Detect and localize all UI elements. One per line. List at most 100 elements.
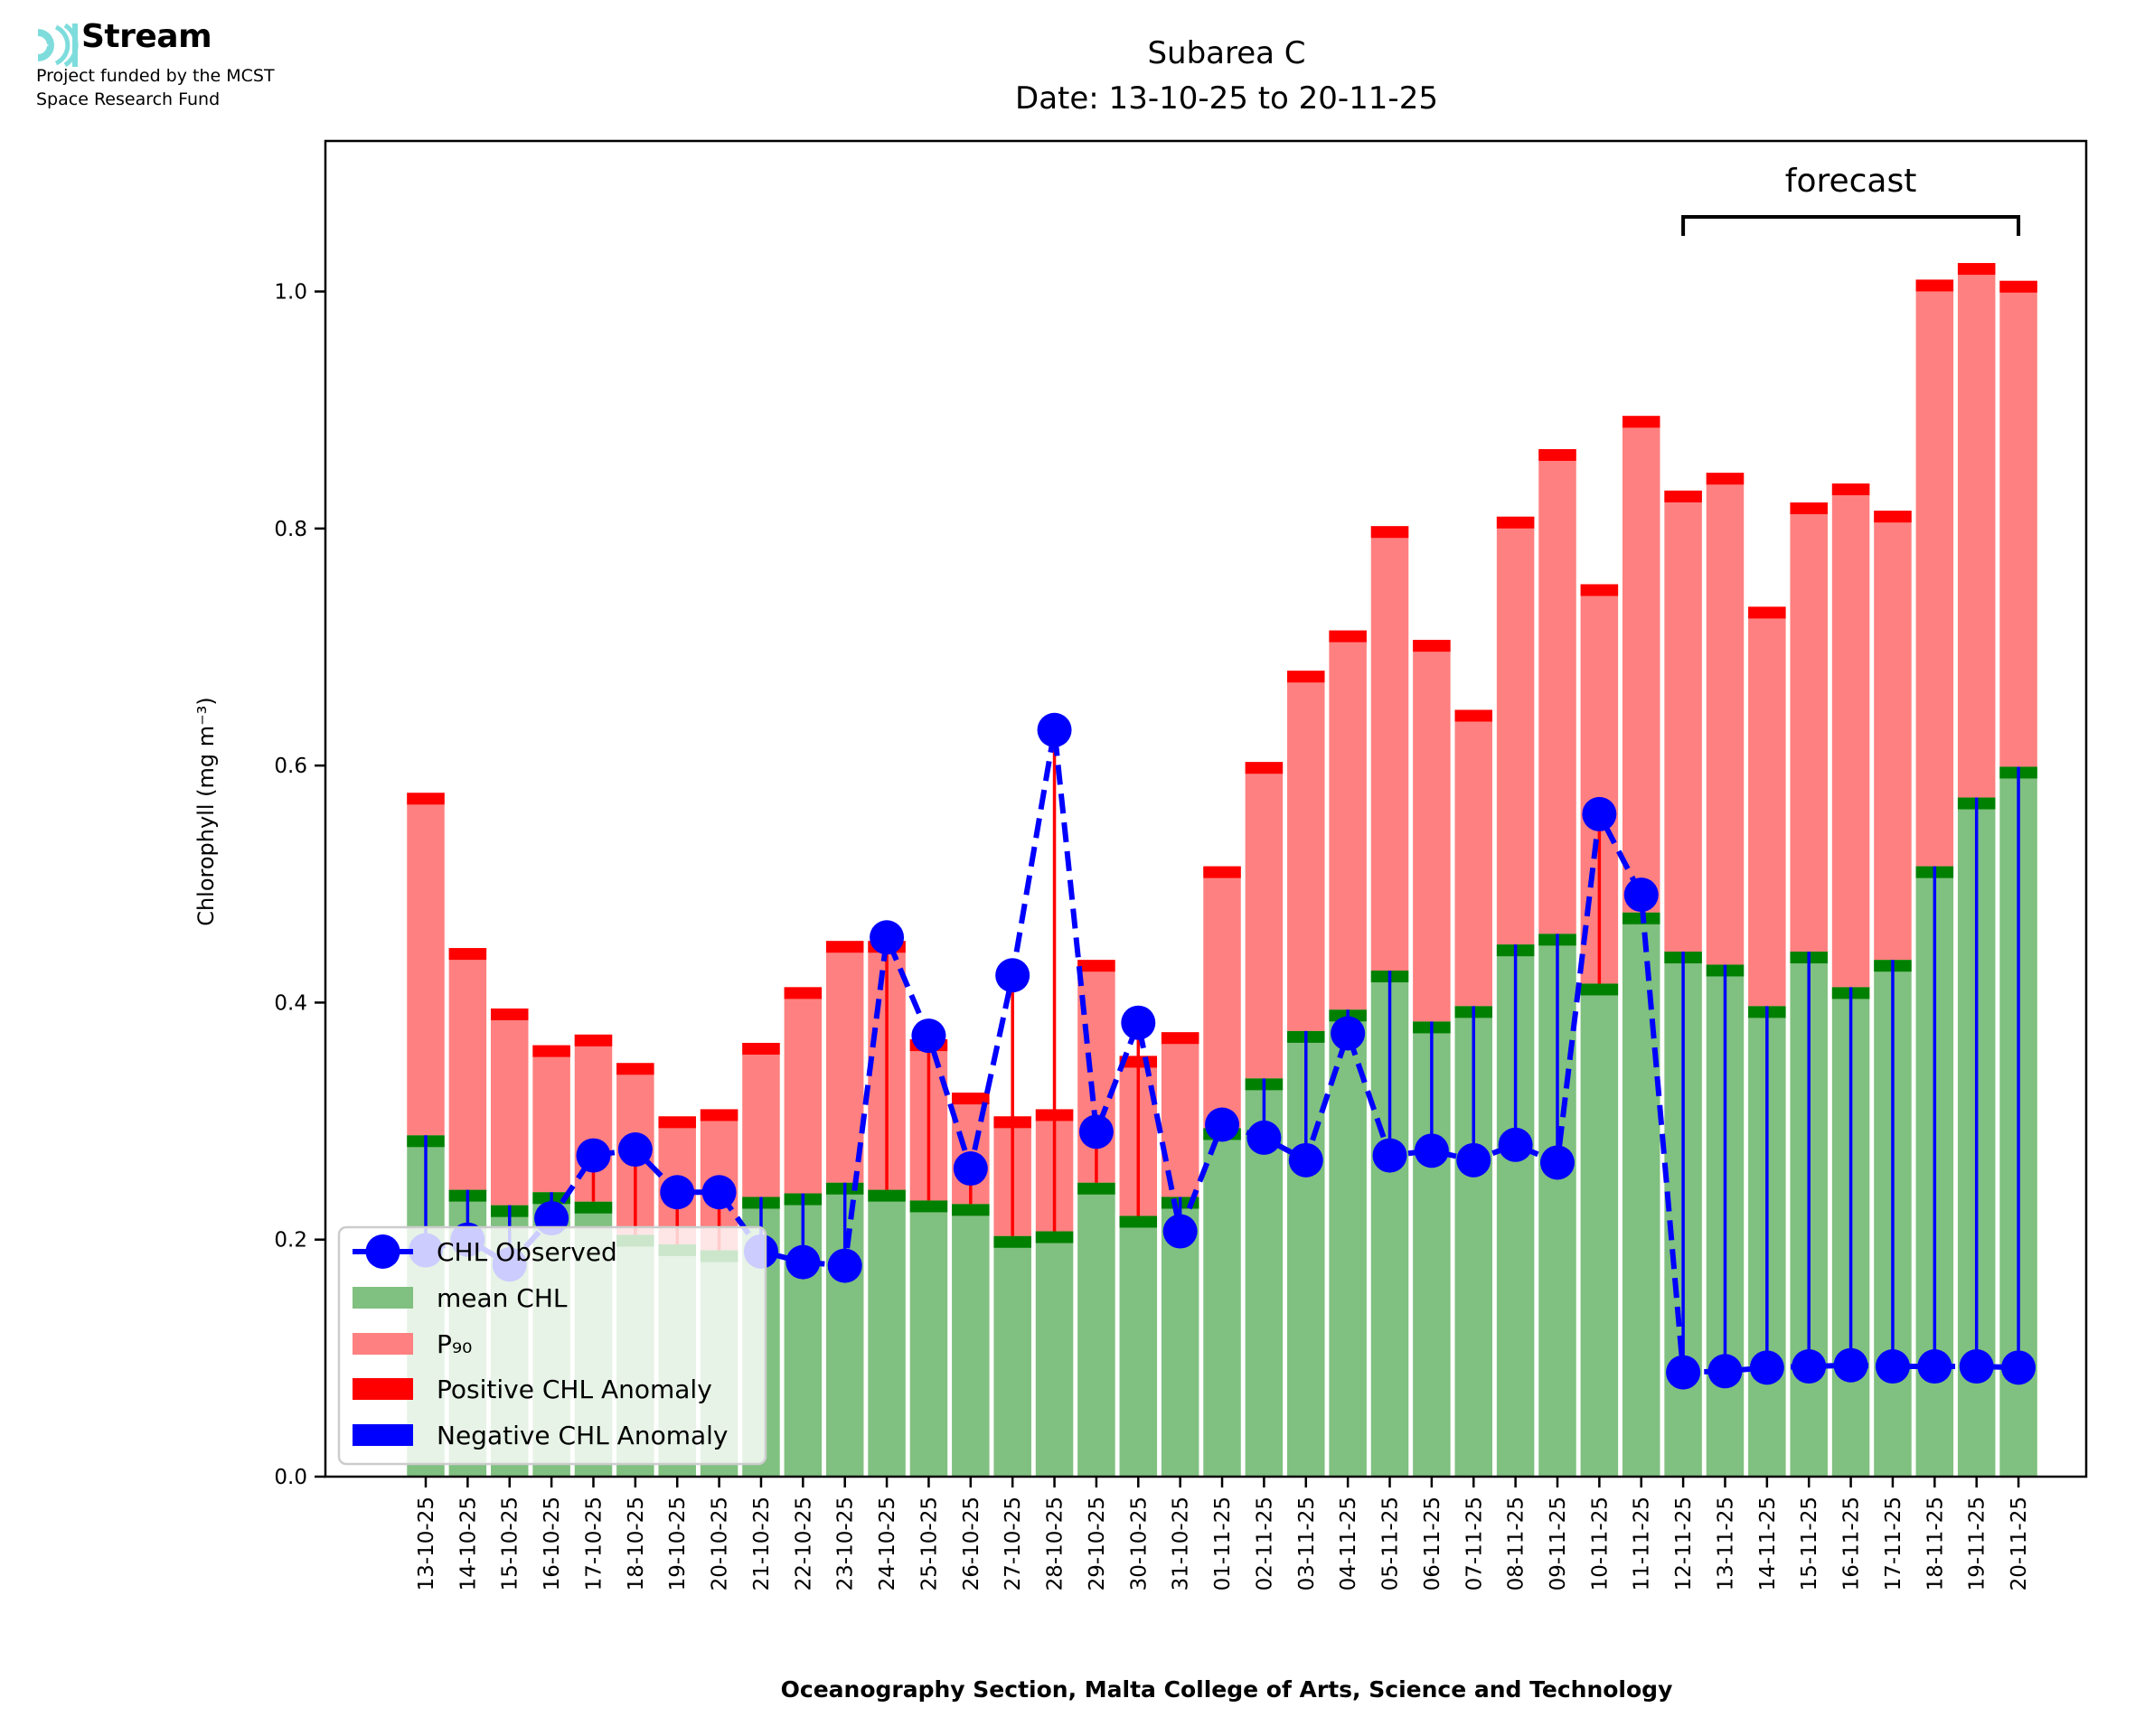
x-tick-label: 31-10-25	[1170, 1497, 1193, 1591]
x-tick-label: 19-11-25	[1966, 1497, 1989, 1591]
x-tick-label: 20-11-25	[2008, 1497, 2031, 1591]
chl-observed-point	[953, 1151, 988, 1187]
mean-chl-bar	[1622, 912, 1660, 1477]
mean-chl-bar	[1035, 1231, 1074, 1477]
p90-cap	[1706, 473, 1745, 485]
x-tick-label: 26-10-25	[960, 1497, 983, 1591]
p90-cap	[742, 1043, 780, 1056]
p90-bar	[1957, 263, 1996, 798]
x-axis: 13-10-25 14-10-25 15-10-25 16-10-25 17-10-25…	[415, 1477, 2031, 1591]
stream-logo-icon	[38, 23, 79, 67]
p90-bar	[1999, 280, 2037, 767]
x-tick-label: 18-11-25	[1924, 1497, 1947, 1591]
x-tick-label: 22-10-25	[792, 1497, 815, 1591]
p90-bar	[1874, 511, 1912, 961]
p90-cap	[1454, 709, 1492, 722]
p90-cap	[1915, 279, 1954, 292]
legend-label-p90: P₉₀	[437, 1329, 472, 1359]
chl-observed-point	[1331, 1016, 1366, 1051]
p90-cap	[1370, 526, 1409, 539]
p90-cap	[952, 1093, 990, 1105]
axes-frame	[324, 139, 2088, 1478]
p90-cap	[1874, 511, 1912, 523]
p90-bar	[1706, 473, 1745, 965]
chl-observed-point	[1288, 1142, 1323, 1178]
p90-bar	[1496, 516, 1535, 945]
x-tick-label: 17-10-25	[582, 1497, 606, 1591]
y-tick-label: 1.0	[274, 281, 307, 305]
p90-bar	[1203, 866, 1241, 1129]
p90-bar	[1538, 448, 1576, 934]
x-tick-label: 06-11-25	[1421, 1497, 1444, 1591]
chl-observed-point	[660, 1175, 695, 1210]
x-tick-label: 03-11-25	[1295, 1497, 1319, 1591]
legend-mean-chl-swatch	[353, 1287, 413, 1309]
x-tick-label: 30-10-25	[1127, 1497, 1151, 1591]
chl-observed-point	[1792, 1349, 1827, 1384]
p90-bar	[1748, 606, 1786, 1007]
chl-observed-point	[701, 1175, 737, 1210]
mean-chl-cap	[1119, 1215, 1158, 1228]
chl-observed-point	[1582, 796, 1617, 831]
mean-chl-cap	[1077, 1182, 1115, 1195]
x-tick-label: 27-10-25	[1002, 1497, 1025, 1591]
p90-cap	[1664, 490, 1702, 502]
mean-chl-bar	[993, 1235, 1031, 1477]
x-tick-label: 14-11-25	[1756, 1497, 1780, 1591]
chl-observed-point	[1205, 1107, 1240, 1142]
x-tick-label: 05-11-25	[1379, 1497, 1403, 1591]
p90-bar	[1915, 279, 1954, 867]
x-tick-label: 23-10-25	[834, 1497, 858, 1591]
p90-cap	[1580, 584, 1619, 596]
legend-box	[337, 1225, 767, 1466]
mean-chl-bar	[1203, 1128, 1241, 1477]
chl-observed-point	[1749, 1350, 1784, 1385]
x-tick-label: 24-10-25	[876, 1497, 899, 1591]
p90-cap	[490, 1008, 529, 1020]
x-tick-label: 04-11-25	[1337, 1497, 1360, 1591]
legend-p90-swatch	[353, 1333, 413, 1355]
y-axis-label: Chlorophyll (mg m⁻³)	[193, 697, 219, 926]
p90-bar	[825, 941, 864, 1183]
p90-bar	[1413, 640, 1451, 1022]
chl-observed-point	[1456, 1142, 1491, 1178]
p90-bar	[742, 1043, 780, 1197]
mean-chl-bar	[1580, 983, 1619, 1477]
p90-cap	[1538, 448, 1576, 461]
mean-chl-cap	[1580, 983, 1619, 996]
p90-cap	[532, 1045, 570, 1057]
mean-chl-bar	[952, 1204, 990, 1477]
x-tick-label: 21-10-25	[750, 1497, 774, 1591]
x-tick-label: 28-10-25	[1044, 1497, 1068, 1591]
chl-observed-point	[1707, 1354, 1743, 1389]
chl-observed-point	[1078, 1114, 1114, 1150]
p90-cap	[700, 1109, 738, 1121]
x-tick-label: 08-11-25	[1505, 1497, 1528, 1591]
p90-bar	[1370, 526, 1409, 971]
x-tick-label: 15-10-25	[499, 1497, 522, 1591]
chart-title: Subarea C	[1147, 35, 1305, 71]
p90-bar	[448, 948, 487, 1190]
chl-observed-point	[2001, 1350, 2036, 1385]
y-tick-label: 0.0	[274, 1466, 307, 1489]
x-tick-label: 14-10-25	[456, 1497, 480, 1591]
p90-cap	[1329, 630, 1367, 643]
mean-chl-bar	[1329, 1009, 1367, 1477]
mean-chl-cap	[952, 1204, 990, 1216]
chl-observed-point	[1121, 1005, 1156, 1040]
p90-cap	[1957, 263, 1996, 276]
p90-cap	[1999, 280, 2037, 293]
x-tick-label: 13-10-25	[415, 1497, 438, 1591]
legend-label-negative: Negative CHL Anomaly	[437, 1421, 728, 1450]
chl-observed-point	[1539, 1145, 1575, 1180]
x-tick-label: 16-11-25	[1840, 1497, 1864, 1591]
x-tick-label: 17-11-25	[1882, 1497, 1905, 1591]
x-tick-label: 19-10-25	[666, 1497, 690, 1591]
chl-observed-point	[576, 1138, 611, 1173]
chl-observed-point	[1833, 1347, 1868, 1383]
p90-cap	[1622, 416, 1660, 428]
p90-cap	[1831, 483, 1870, 496]
p90-cap	[407, 793, 445, 805]
mean-chl-bar	[1119, 1215, 1158, 1477]
p90-bar	[1245, 762, 1284, 1079]
